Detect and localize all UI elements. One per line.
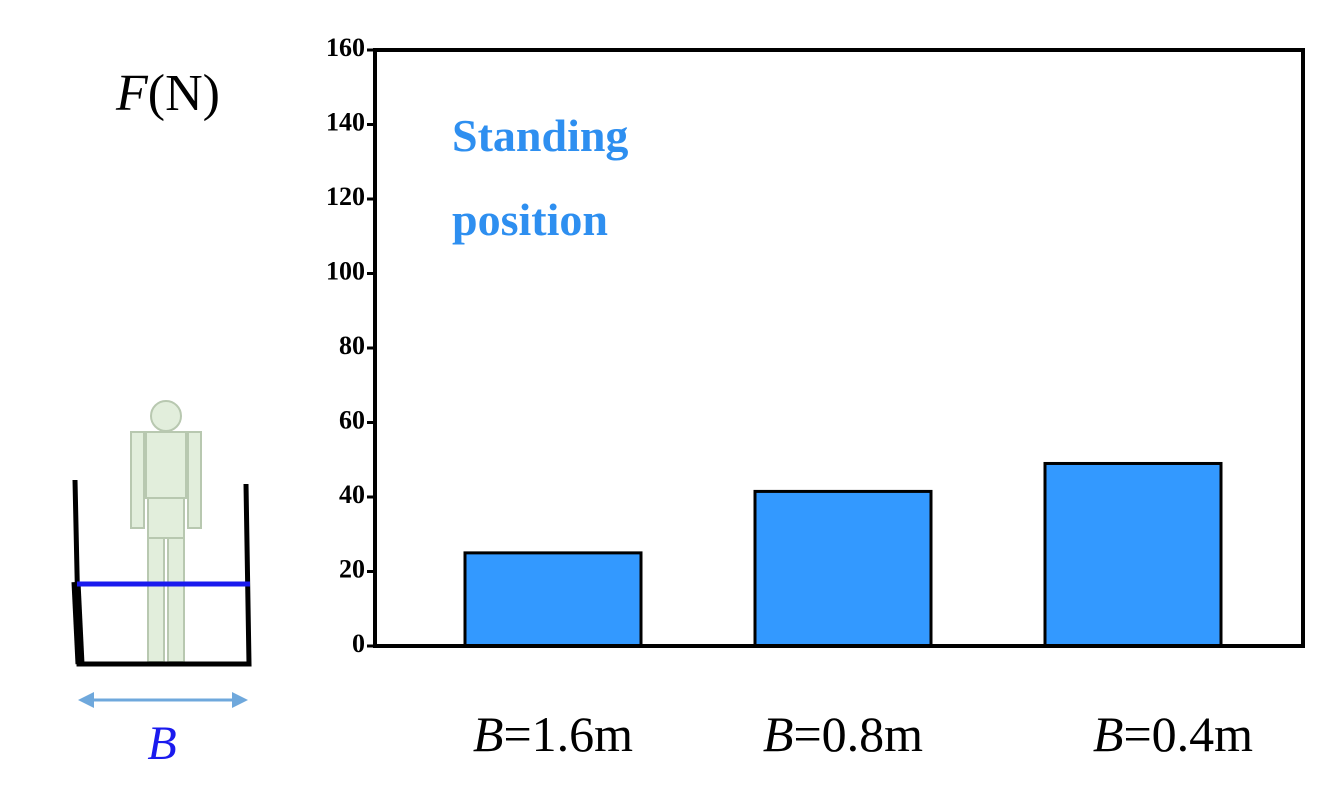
- y-tick-label: 40: [339, 480, 365, 509]
- bar: [755, 491, 931, 646]
- y-tick-label: 0: [352, 629, 365, 658]
- x-tick-label: B=0.8m: [763, 706, 923, 762]
- illustration: B: [75, 401, 250, 770]
- y-tick-label: 20: [339, 554, 365, 583]
- bar: [1045, 463, 1221, 646]
- chart: B F(N) Standingposition 0 20 40 60 80 100 120 1…: [0, 0, 1321, 797]
- y-axis-label: F(N): [115, 65, 220, 122]
- x-tick-label: B=0.4m: [1093, 706, 1253, 762]
- y-tick-label: 120: [326, 182, 365, 211]
- y-tick-label: 60: [339, 405, 365, 434]
- illustration-label: B: [147, 717, 176, 770]
- y-tick-label: 80: [339, 331, 365, 360]
- x-tick-label: B=1.6m: [473, 706, 633, 762]
- y-tick-label: 100: [326, 256, 365, 285]
- y-tick-label: 140: [326, 107, 365, 136]
- y-tick-label: 160: [326, 33, 365, 62]
- bar: [465, 553, 641, 646]
